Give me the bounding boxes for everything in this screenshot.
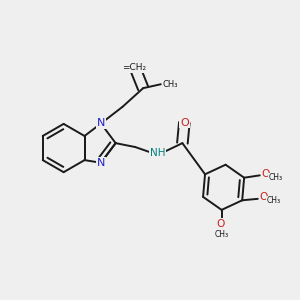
Text: CH₃: CH₃ [268,173,282,182]
Text: O: O [180,118,189,128]
Text: CH₃: CH₃ [214,230,229,238]
Text: CH₃: CH₃ [162,80,178,89]
Text: N: N [97,158,105,168]
Text: CH₃: CH₃ [266,196,280,206]
Text: NH: NH [150,148,166,158]
Text: O: O [216,219,224,229]
Text: O: O [260,192,268,203]
Text: =CH₂: =CH₂ [122,63,146,72]
Text: O: O [262,169,270,179]
Text: N: N [97,118,105,128]
